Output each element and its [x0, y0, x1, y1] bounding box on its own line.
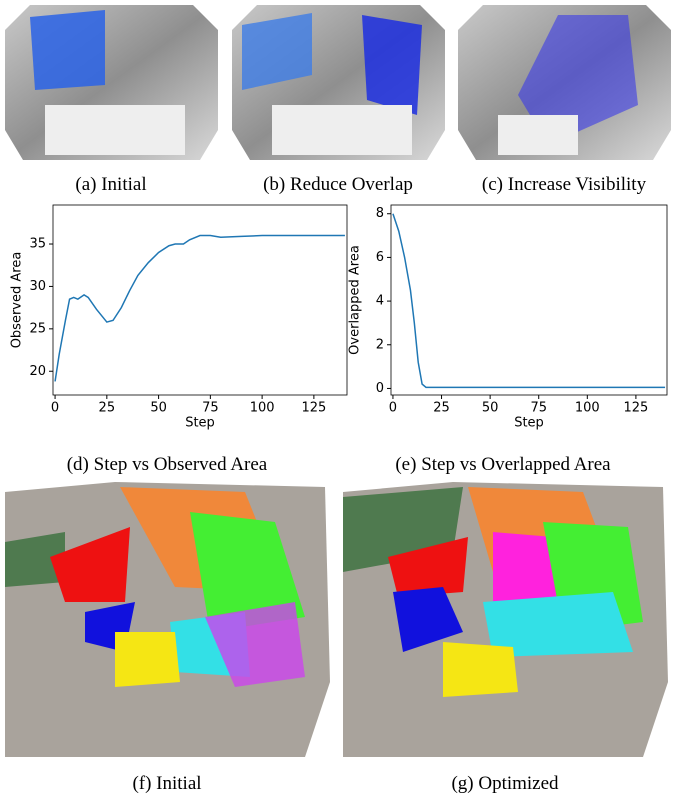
image-floorplan-optimized [343, 482, 668, 757]
data-line [392, 213, 666, 389]
y-tick-label: 6 [376, 250, 384, 265]
x-tick-label: 125 [623, 401, 648, 416]
caption: (e) Step vs Overlapped Area [395, 454, 611, 475]
image-floorplan-initial [5, 482, 330, 757]
y-tick-label: 2 [376, 337, 384, 352]
y-axis-label: Observed Area [10, 252, 25, 349]
y-tick-label: 30 [29, 279, 46, 294]
y-tick-label: 35 [29, 237, 46, 252]
data-line [54, 234, 345, 382]
x-tick-label: 75 [202, 401, 219, 416]
x-tick-label: 50 [482, 401, 499, 416]
plot-frame [390, 204, 668, 396]
y-tick-label: 20 [29, 364, 46, 379]
x-axis-label: Step [514, 416, 544, 431]
caption: (f) Initial [132, 773, 201, 794]
x-tick-label: 25 [433, 401, 450, 416]
image-increase-visibility [458, 5, 671, 160]
caption: (g) Optimized [451, 773, 559, 794]
caption: (b) Reduce Overlap [263, 174, 413, 195]
image-initial [5, 5, 218, 160]
x-tick-label: 25 [99, 401, 116, 416]
caption: (a) Initial [75, 174, 146, 195]
x-tick-label: 75 [530, 401, 547, 416]
x-tick-label: 100 [575, 401, 600, 416]
x-tick-label: 125 [301, 401, 326, 416]
plot-frame [52, 204, 348, 396]
x-tick-label: 0 [51, 401, 59, 416]
x-tick-label: 50 [150, 401, 167, 416]
y-tick-label: 8 [376, 206, 384, 221]
y-tick-label: 4 [376, 294, 384, 309]
image-reduce-overlap [232, 5, 445, 160]
x-tick-label: 0 [389, 401, 397, 416]
caption: (c) Increase Visibility [482, 174, 647, 195]
y-tick-label: 0 [376, 381, 384, 396]
x-tick-label: 100 [250, 401, 275, 416]
y-axis-label: Overlapped Area [348, 245, 363, 355]
x-axis-label: Step [185, 416, 215, 431]
y-tick-label: 25 [29, 321, 46, 336]
caption: (d) Step vs Observed Area [67, 454, 268, 475]
